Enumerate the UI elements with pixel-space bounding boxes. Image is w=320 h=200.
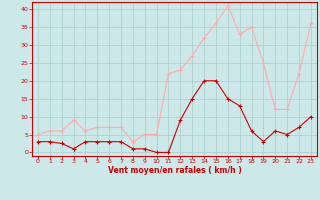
- X-axis label: Vent moyen/en rafales ( km/h ): Vent moyen/en rafales ( km/h ): [108, 166, 241, 175]
